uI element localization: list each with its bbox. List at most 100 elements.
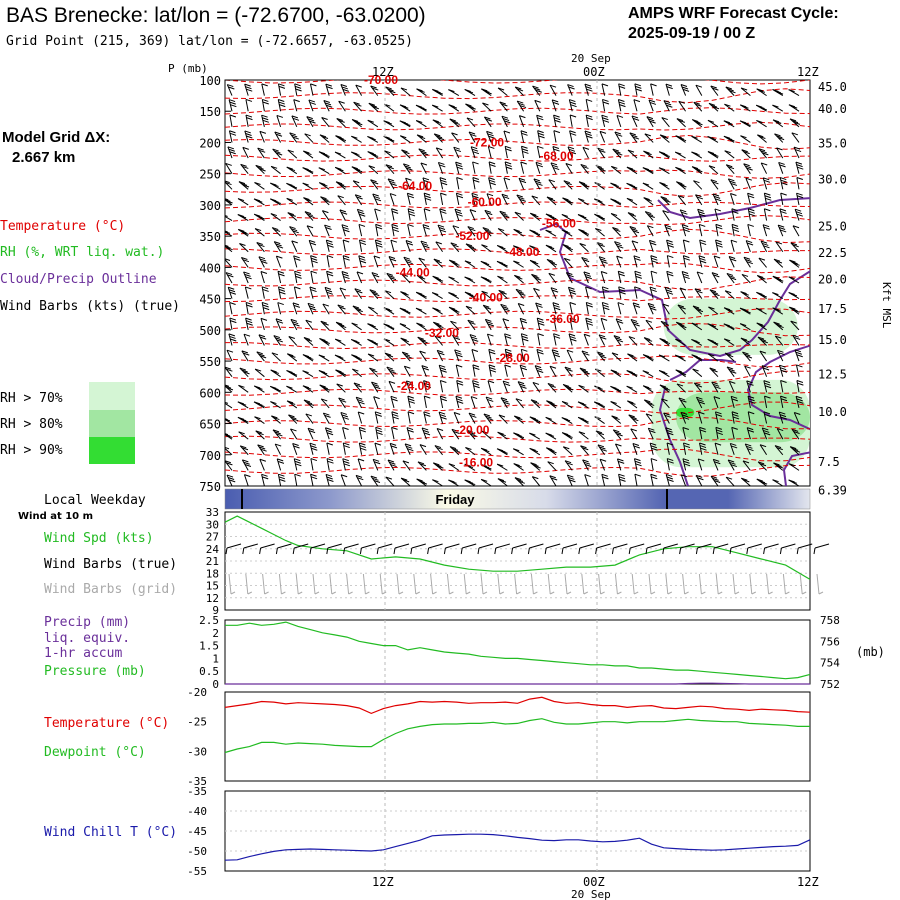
wind-barb-feather	[341, 271, 349, 274]
wind-barb	[497, 478, 508, 486]
surface-barb-true	[730, 543, 746, 549]
wind-barb-feather	[353, 382, 361, 386]
wind-barb-feather	[629, 401, 636, 405]
wind-barb-feather	[433, 73, 439, 75]
wind-barbs-grid-label: Wind Barbs (grid)	[44, 582, 177, 597]
pressure-tick-label: 200	[199, 136, 221, 150]
wind-barb-feather	[774, 277, 782, 281]
isotherm-line	[225, 448, 810, 462]
wind-barb-feather	[532, 463, 539, 467]
wind-barb-feather	[796, 164, 803, 168]
wind-barb-feather	[276, 245, 284, 249]
wind-barb-feather	[586, 301, 593, 305]
wind-barb	[255, 164, 266, 175]
surface-barb-grid-feather	[617, 591, 622, 595]
wind-chill-line	[224, 833, 811, 861]
wind-barb	[601, 301, 610, 315]
wind-barb-feather	[310, 458, 318, 462]
wind-barb-feather	[520, 367, 528, 371]
wind-barb-staff	[310, 458, 314, 471]
wind-barb-feather	[324, 102, 332, 106]
wind-barb-staff	[520, 130, 525, 143]
wind-barb	[480, 463, 492, 471]
wind-barb-staff	[453, 146, 460, 159]
surface-barb-grid-feather	[701, 591, 706, 595]
surface-barb-grid	[581, 573, 585, 595]
wind-barb-feather	[466, 465, 474, 469]
wind-barb-feather	[486, 212, 493, 216]
wind-barb-staff	[374, 411, 379, 424]
wind-barb	[465, 103, 476, 112]
wind-barb-feather	[790, 480, 798, 484]
wind-barb-feather	[254, 228, 262, 232]
wind-barb-staff	[698, 255, 703, 268]
wind-barb-feather	[618, 286, 625, 290]
surface-barb-grid-feather	[432, 591, 437, 595]
wind-barb-feather	[679, 138, 687, 142]
wind-barb-feather	[465, 74, 471, 76]
wind-barb-feather	[691, 166, 699, 170]
wind-barb	[452, 225, 460, 237]
wind-barb	[600, 317, 608, 330]
wind-barb	[517, 381, 527, 393]
wind-barb-feather	[694, 382, 701, 386]
wind-barb-staff	[370, 179, 379, 190]
wind-barb-feather	[275, 243, 282, 247]
wind-barb-feather	[659, 338, 666, 341]
wind-barb-feather	[724, 150, 731, 154]
wind-barb-feather	[602, 476, 609, 480]
wind-barb-feather	[740, 135, 747, 139]
wind-barb	[763, 192, 772, 206]
wind-barb-feather	[292, 230, 299, 234]
surface-barb-true-feather	[779, 547, 782, 555]
wind-barb	[499, 101, 508, 112]
pressure-label: Pressure (mb)	[44, 664, 146, 679]
wind-barb-feather	[728, 326, 735, 329]
wind-barb-feather	[649, 430, 656, 434]
wind-barb	[743, 163, 753, 174]
wind-barb-feather	[256, 402, 263, 406]
wind-barb-feather	[356, 309, 363, 313]
wind-barb	[618, 473, 626, 486]
wind-barb-feather	[599, 149, 606, 153]
wind-barb-feather	[374, 461, 381, 465]
wind-barb-staff	[740, 87, 751, 97]
wind-barb-staff	[274, 443, 282, 455]
wind-barb	[529, 416, 541, 424]
wind-barb	[399, 323, 411, 331]
wind-barb	[253, 385, 265, 393]
wind-barb-staff	[486, 333, 492, 346]
wind-barb-feather	[437, 325, 444, 329]
wind-barb-feather	[677, 168, 684, 172]
wind-barb	[536, 317, 545, 330]
wind-barb-feather	[238, 181, 246, 185]
wind-barb-feather	[293, 445, 300, 449]
wind-barb-feather	[695, 84, 703, 88]
wind-barb-staff	[383, 307, 395, 315]
wind-barb-staff	[594, 416, 605, 424]
wind-barb-feather	[499, 262, 506, 266]
wind-barb-feather	[451, 261, 458, 265]
wind-barb-feather	[585, 276, 593, 280]
wind-barb	[564, 366, 573, 377]
wind-barb-feather	[663, 100, 671, 104]
wind-barb-feather	[374, 208, 381, 212]
wind-barb-feather	[741, 477, 748, 481]
wind-barb	[627, 149, 638, 159]
wind-barb	[255, 430, 265, 440]
rh-region-80	[675, 392, 810, 443]
wind-barb-feather	[756, 322, 763, 326]
isotherm-line	[225, 154, 810, 162]
wind-barb-feather	[619, 104, 626, 108]
wind-barb-staff	[713, 396, 719, 409]
wind-barb-feather	[258, 353, 265, 357]
wind-barb-staff	[662, 303, 670, 315]
wind-barb-staff	[487, 146, 492, 159]
wind-barb	[440, 192, 447, 206]
wind-barb-feather	[505, 161, 512, 165]
wind-barb-staff	[776, 428, 784, 440]
wind-barb-staff	[240, 164, 249, 175]
wind-barb	[389, 442, 398, 455]
wind-barb-staff	[795, 396, 800, 409]
wind-barb-feather	[711, 291, 718, 295]
